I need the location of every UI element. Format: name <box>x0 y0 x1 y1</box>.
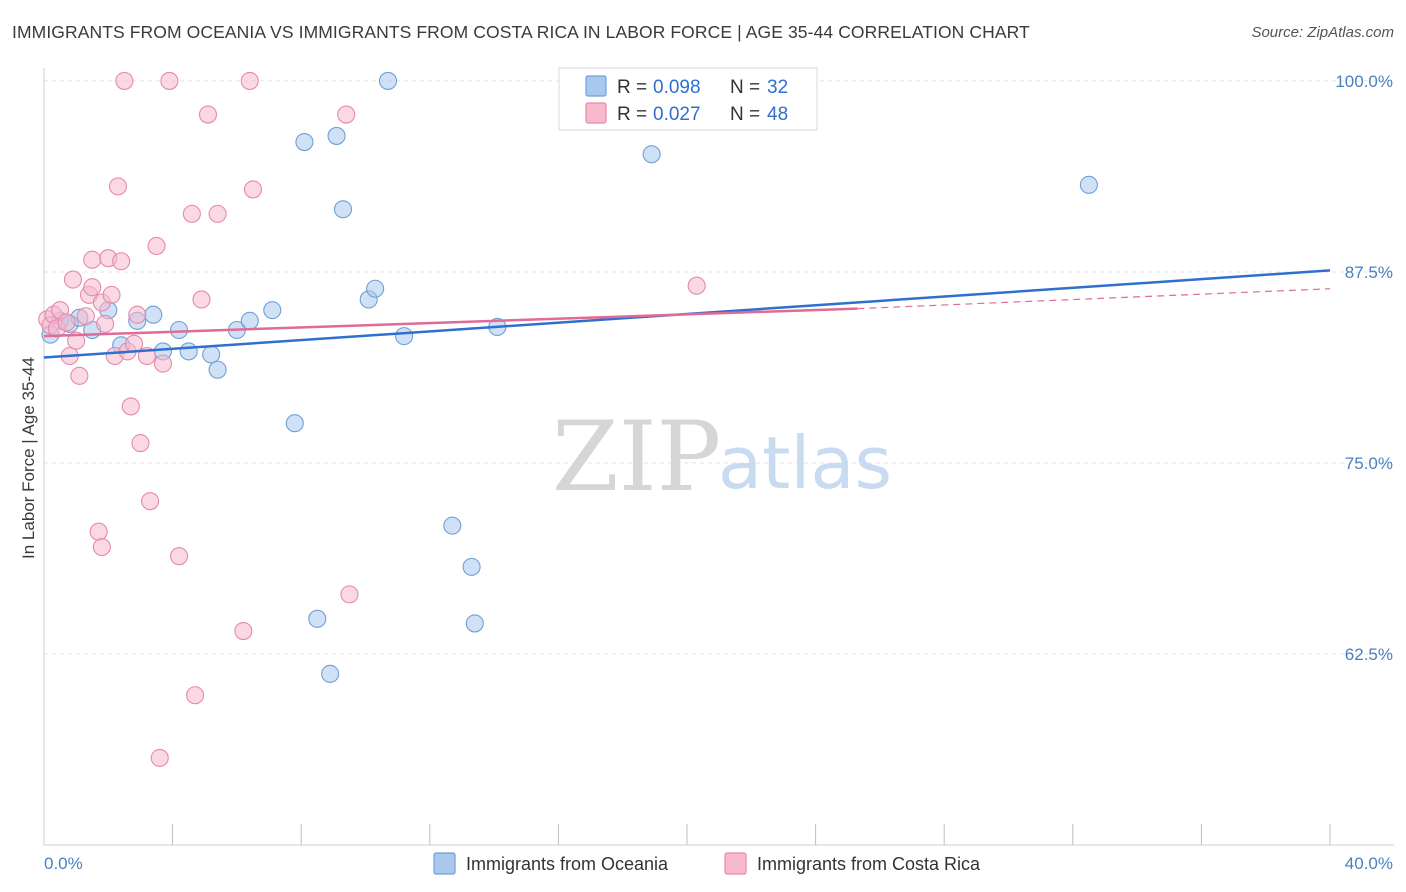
axes <box>43 68 1394 846</box>
point-costa-rica-26 <box>124 334 144 353</box>
point-costa-rica-5 <box>57 313 76 332</box>
stats-legend: R = 0.098 N = 32 R = 0.027 N = 48 <box>558 67 818 131</box>
point-costa-rica-28 <box>131 434 150 453</box>
y-tick-label-0: 100.0% <box>1335 72 1393 91</box>
y-tick-labels: 100.0% 87.5% 75.0% 62.5% <box>1335 72 1393 664</box>
point-oceania-16 <box>263 301 282 320</box>
point-costa-rica-40 <box>208 204 227 223</box>
point-oceania-10 <box>169 320 189 340</box>
point-costa-rica-41 <box>234 622 253 641</box>
point-oceania-18 <box>295 132 314 152</box>
point-costa-rica-10 <box>76 307 95 326</box>
watermark: ZIP atlas <box>552 401 892 513</box>
point-costa-rica-14 <box>89 522 108 541</box>
bottom-legend-label-oceania: Immigrants from Oceania <box>466 854 669 874</box>
point-oceania-13 <box>208 360 227 379</box>
y-tick-label-1: 87.5% <box>1345 263 1393 282</box>
point-oceania-24 <box>366 279 385 298</box>
legend-n-label-costa-rica: N = <box>730 104 760 125</box>
point-costa-rica-19 <box>102 285 121 304</box>
point-costa-rica-43 <box>243 180 263 199</box>
watermark-zip: ZIP <box>552 401 721 513</box>
point-oceania-20 <box>321 664 340 683</box>
point-oceania-22 <box>333 200 353 219</box>
point-costa-rica-21 <box>108 177 127 196</box>
trend-lines <box>43 269 1331 359</box>
point-costa-rica-25 <box>121 397 140 416</box>
point-costa-rica-7 <box>63 270 82 289</box>
bottom-legend-swatch-costa-rica <box>724 852 747 875</box>
point-costa-rica-39 <box>198 105 218 124</box>
point-oceania-27 <box>443 516 462 535</box>
legend-r-label-costa-rica: R = <box>617 104 647 125</box>
trend-line-costa-rica <box>43 307 858 338</box>
point-oceania-11 <box>179 342 198 361</box>
legend-r-value-oceania: 0.098 <box>653 77 701 98</box>
point-oceania-28 <box>462 557 481 576</box>
y-tick-label-2: 75.0% <box>1345 454 1393 473</box>
point-costa-rica-34 <box>160 71 179 90</box>
point-costa-rica-37 <box>186 686 205 705</box>
point-costa-rica-45 <box>340 585 359 604</box>
point-costa-rica-12 <box>83 278 102 297</box>
point-costa-rica-27 <box>128 305 147 324</box>
legend-n-value-costa-rica: 48 <box>767 104 788 125</box>
point-oceania-25 <box>378 71 398 90</box>
point-costa-rica-9 <box>70 366 89 385</box>
y-axis-label: In Labor Force | Age 35-44 <box>19 357 38 559</box>
point-costa-rica-23 <box>115 71 134 90</box>
point-oceania-19 <box>308 609 327 628</box>
watermark-atlas: atlas <box>718 421 892 505</box>
point-costa-rica-16 <box>92 537 111 557</box>
point-oceania-31 <box>642 145 661 164</box>
point-oceania-21 <box>327 126 346 145</box>
point-oceania-12 <box>202 345 221 364</box>
point-costa-rica-36 <box>182 204 201 223</box>
point-oceania-29 <box>465 614 484 633</box>
point-oceania-17 <box>285 414 304 433</box>
point-costa-rica-30 <box>141 492 160 511</box>
chart-title: IMMIGRANTS FROM OCEANIA VS IMMIGRANTS FR… <box>12 22 1030 42</box>
point-costa-rica-31 <box>147 236 166 256</box>
point-oceania-32 <box>1079 175 1098 194</box>
point-costa-rica-44 <box>337 105 356 124</box>
source-credit: Source: ZipAtlas.com <box>1251 24 1394 41</box>
y-tick-label-3: 62.5% <box>1345 645 1393 664</box>
point-costa-rica-42 <box>240 71 259 90</box>
legend-swatch-oceania <box>585 75 607 97</box>
x-tick-max: 40.0% <box>1345 854 1393 873</box>
point-costa-rica-32 <box>150 748 169 767</box>
legend-n-value-oceania: 32 <box>767 77 788 98</box>
legend-r-label-oceania: R = <box>617 77 647 98</box>
point-costa-rica-46 <box>687 276 706 295</box>
x-tick-min: 0.0% <box>44 854 83 873</box>
grid-lines <box>44 80 1393 655</box>
point-costa-rica-38 <box>192 290 211 309</box>
point-oceania-26 <box>395 327 414 346</box>
legend-r-value-costa-rica: 0.027 <box>653 104 701 125</box>
bottom-legend-label-costa-rica: Immigrants from Costa Rica <box>757 854 981 874</box>
trend-line-costa-rica-extension <box>857 288 1331 310</box>
point-costa-rica-8 <box>67 331 86 350</box>
legend-swatch-costa-rica <box>585 102 607 124</box>
point-costa-rica-35 <box>169 547 189 566</box>
point-costa-rica-17 <box>96 314 115 333</box>
point-costa-rica-13 <box>83 250 102 269</box>
legend-n-label-oceania: N = <box>730 77 760 98</box>
bottom-legend-swatch-oceania <box>433 852 456 875</box>
series-legend: Immigrants from Oceania Immigrants from … <box>433 852 981 875</box>
point-oceania-15 <box>240 311 259 330</box>
point-oceania-8 <box>144 305 163 324</box>
point-costa-rica-22 <box>112 252 131 271</box>
point-costa-rica-33 <box>153 354 173 373</box>
